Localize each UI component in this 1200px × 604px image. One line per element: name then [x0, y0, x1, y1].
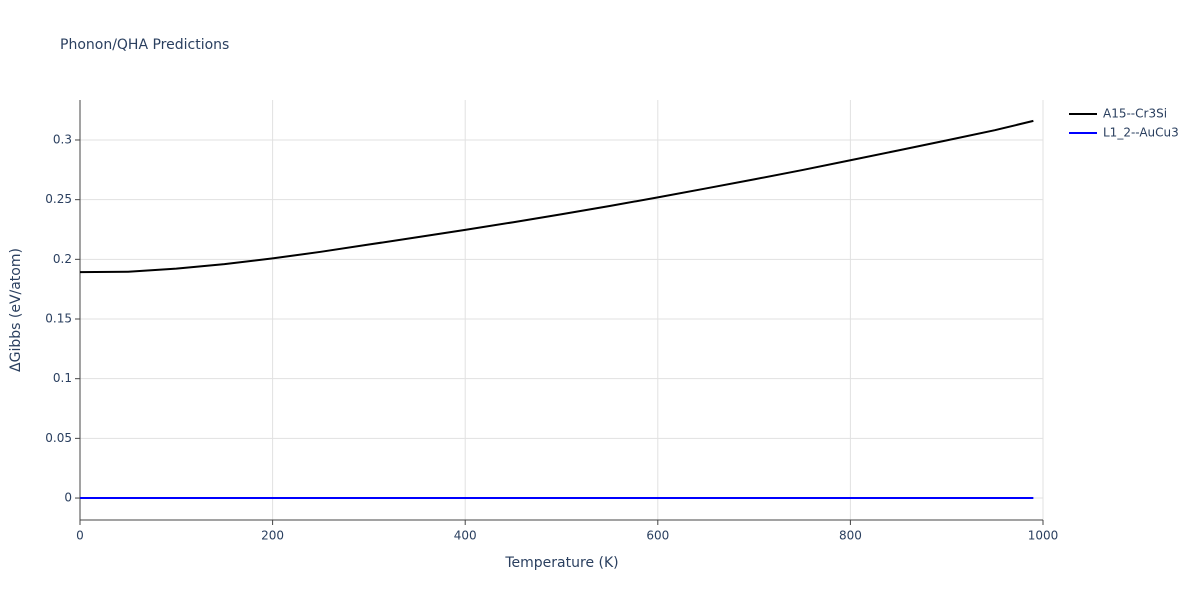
y-tick-label: 0: [64, 491, 72, 505]
x-tick-label: 600: [646, 529, 669, 543]
x-tick-label: 400: [454, 529, 477, 543]
series-line: [79, 119, 1034, 274]
y-tick-label: 0.2: [53, 252, 72, 266]
y-axis-label: ΔGibbs (eV/atom): [8, 248, 24, 372]
y-tick-label: 0.15: [45, 312, 72, 326]
x-axis-label: Temperature (K): [504, 555, 618, 571]
y-tick-label: 0.05: [45, 431, 72, 445]
y-tick-label: 0.1: [53, 371, 72, 385]
legend-label: L1_2--AuCu3: [1103, 126, 1179, 140]
legend-label: A15--Cr3Si: [1103, 107, 1167, 121]
chart-title: Phonon/QHA Predictions: [60, 37, 229, 53]
x-tick-label: 200: [261, 529, 284, 543]
x-tick-label: 1000: [1028, 529, 1059, 543]
y-tick-label: 0.3: [53, 132, 72, 146]
x-tick-label: 800: [839, 529, 862, 543]
y-tick-label: 0.25: [45, 192, 72, 206]
x-tick-label: 0: [76, 529, 84, 543]
